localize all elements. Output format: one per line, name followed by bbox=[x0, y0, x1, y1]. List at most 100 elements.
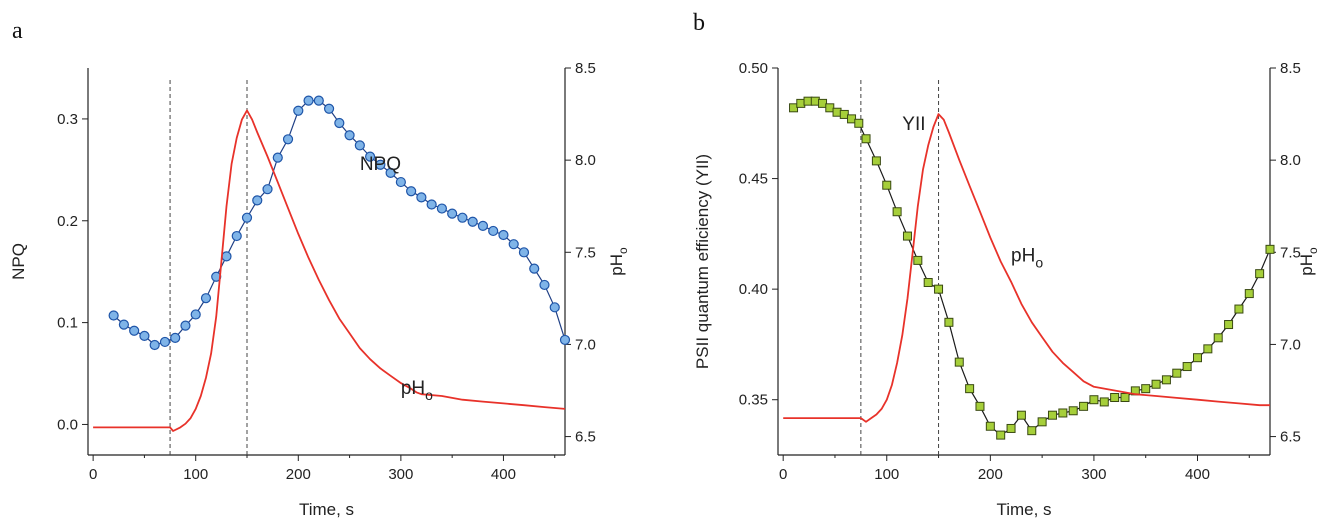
data-point bbox=[1265, 244, 1275, 254]
panel-label: b bbox=[693, 10, 705, 36]
data-point bbox=[902, 231, 912, 241]
y-tick-label: 0.2 bbox=[57, 213, 78, 230]
x-tick-label: 100 bbox=[183, 466, 208, 483]
y2-axis-title: pHo bbox=[607, 247, 630, 276]
data-point bbox=[477, 220, 489, 231]
data-point bbox=[1213, 333, 1223, 343]
data-point bbox=[861, 134, 871, 144]
x-axis-title: Time, s bbox=[299, 500, 354, 519]
x-tick-label: 0 bbox=[89, 466, 97, 483]
data-point bbox=[1203, 344, 1213, 354]
data-point bbox=[385, 167, 396, 178]
data-point bbox=[190, 309, 201, 320]
x-tick-label: 300 bbox=[1081, 466, 1106, 483]
data-point bbox=[1141, 384, 1151, 394]
data-point bbox=[149, 339, 160, 351]
x-tick-label: 0 bbox=[779, 466, 787, 483]
data-point bbox=[1172, 368, 1182, 378]
data-point bbox=[892, 207, 902, 217]
data-point bbox=[426, 199, 437, 210]
data-point bbox=[1224, 320, 1234, 330]
data-point bbox=[1058, 408, 1068, 418]
annotation-sub: o bbox=[425, 387, 433, 403]
panel-b: b 0 100 200 300 400 0.35 0.40 0.45 0.50 6.5 7.0 7.5 8… bbox=[693, 10, 1320, 519]
data-point bbox=[395, 176, 406, 188]
data-point bbox=[1089, 395, 1099, 405]
data-point bbox=[323, 103, 335, 114]
y2-tick-label: 7.5 bbox=[575, 244, 596, 261]
data-point bbox=[1244, 289, 1254, 299]
data-point bbox=[508, 239, 519, 250]
y-axis-title: NPQ bbox=[9, 243, 28, 280]
data-point bbox=[934, 284, 944, 294]
x-tick-label: 100 bbox=[874, 466, 899, 483]
data-point bbox=[293, 105, 304, 116]
data-point bbox=[1016, 410, 1026, 420]
data-point bbox=[529, 263, 540, 274]
data-point bbox=[1120, 393, 1130, 403]
y2-axis-title-sub: o bbox=[1306, 247, 1320, 254]
y2-axis-title-base: pH bbox=[1297, 254, 1316, 276]
y-tick-label: 0.50 bbox=[739, 60, 768, 77]
data-point bbox=[1110, 393, 1120, 403]
data-point bbox=[1161, 375, 1171, 385]
panel-label: a bbox=[12, 18, 23, 44]
data-point bbox=[118, 319, 130, 330]
x-tick-label: 300 bbox=[388, 466, 413, 483]
data-point bbox=[221, 251, 232, 262]
x-tick-label: 200 bbox=[978, 466, 1003, 483]
data-point bbox=[282, 134, 294, 145]
data-point bbox=[159, 336, 171, 348]
data-point bbox=[252, 195, 263, 206]
y2-axis-title-base: pH bbox=[607, 254, 626, 276]
data-point bbox=[871, 156, 881, 166]
y-tick-label: 0.3 bbox=[57, 111, 78, 128]
data-point bbox=[882, 180, 892, 190]
data-point bbox=[375, 159, 386, 170]
y-tick-label: 0.0 bbox=[57, 416, 78, 433]
y-tick-label: 0.35 bbox=[739, 392, 768, 409]
data-point bbox=[180, 320, 191, 331]
y2-tick-label: 8.5 bbox=[575, 60, 596, 77]
data-point bbox=[406, 186, 417, 197]
data-point bbox=[200, 293, 212, 304]
data-point bbox=[467, 216, 478, 227]
y2-tick-label: 8.0 bbox=[575, 152, 596, 169]
series-annotation-pho: pHo bbox=[1011, 246, 1043, 271]
data-point bbox=[965, 384, 975, 394]
data-point bbox=[334, 117, 345, 129]
panel-a: a 0 100 200 300 400 0.0 0.1 0.2 0.3 6.5 7.0 7.5 8.0 8.… bbox=[9, 18, 630, 519]
series-annotation-pho: pHo bbox=[401, 378, 433, 403]
data-point bbox=[1234, 304, 1244, 314]
data-point bbox=[447, 208, 458, 219]
data-point bbox=[944, 317, 954, 327]
data-point bbox=[354, 140, 365, 151]
data-point bbox=[1099, 397, 1109, 407]
data-point bbox=[913, 255, 923, 265]
y2-tick-label: 8.5 bbox=[1280, 60, 1301, 77]
data-point bbox=[262, 184, 273, 195]
data-point bbox=[303, 95, 314, 106]
data-point bbox=[559, 334, 571, 346]
data-point bbox=[416, 192, 427, 203]
data-point bbox=[1006, 423, 1016, 433]
x-tick-label: 200 bbox=[286, 466, 311, 483]
series-line-pho bbox=[93, 109, 566, 432]
series-annotation: NPQ bbox=[360, 154, 401, 175]
data-point bbox=[344, 130, 355, 141]
data-point bbox=[272, 152, 283, 163]
data-point bbox=[954, 357, 964, 367]
y2-tick-label: 6.5 bbox=[575, 429, 596, 446]
data-point bbox=[923, 278, 933, 288]
data-point bbox=[1047, 410, 1057, 420]
x-tick-label: 400 bbox=[1185, 466, 1210, 483]
data-point bbox=[498, 229, 509, 241]
annotation-base: pH bbox=[1011, 246, 1035, 267]
data-point bbox=[1079, 401, 1089, 411]
data-point bbox=[985, 421, 995, 431]
data-point bbox=[241, 212, 253, 223]
data-point bbox=[108, 310, 119, 321]
series-line-pho bbox=[783, 113, 1270, 423]
y2-axis-title-sub: o bbox=[616, 247, 630, 254]
data-point bbox=[1182, 362, 1192, 372]
